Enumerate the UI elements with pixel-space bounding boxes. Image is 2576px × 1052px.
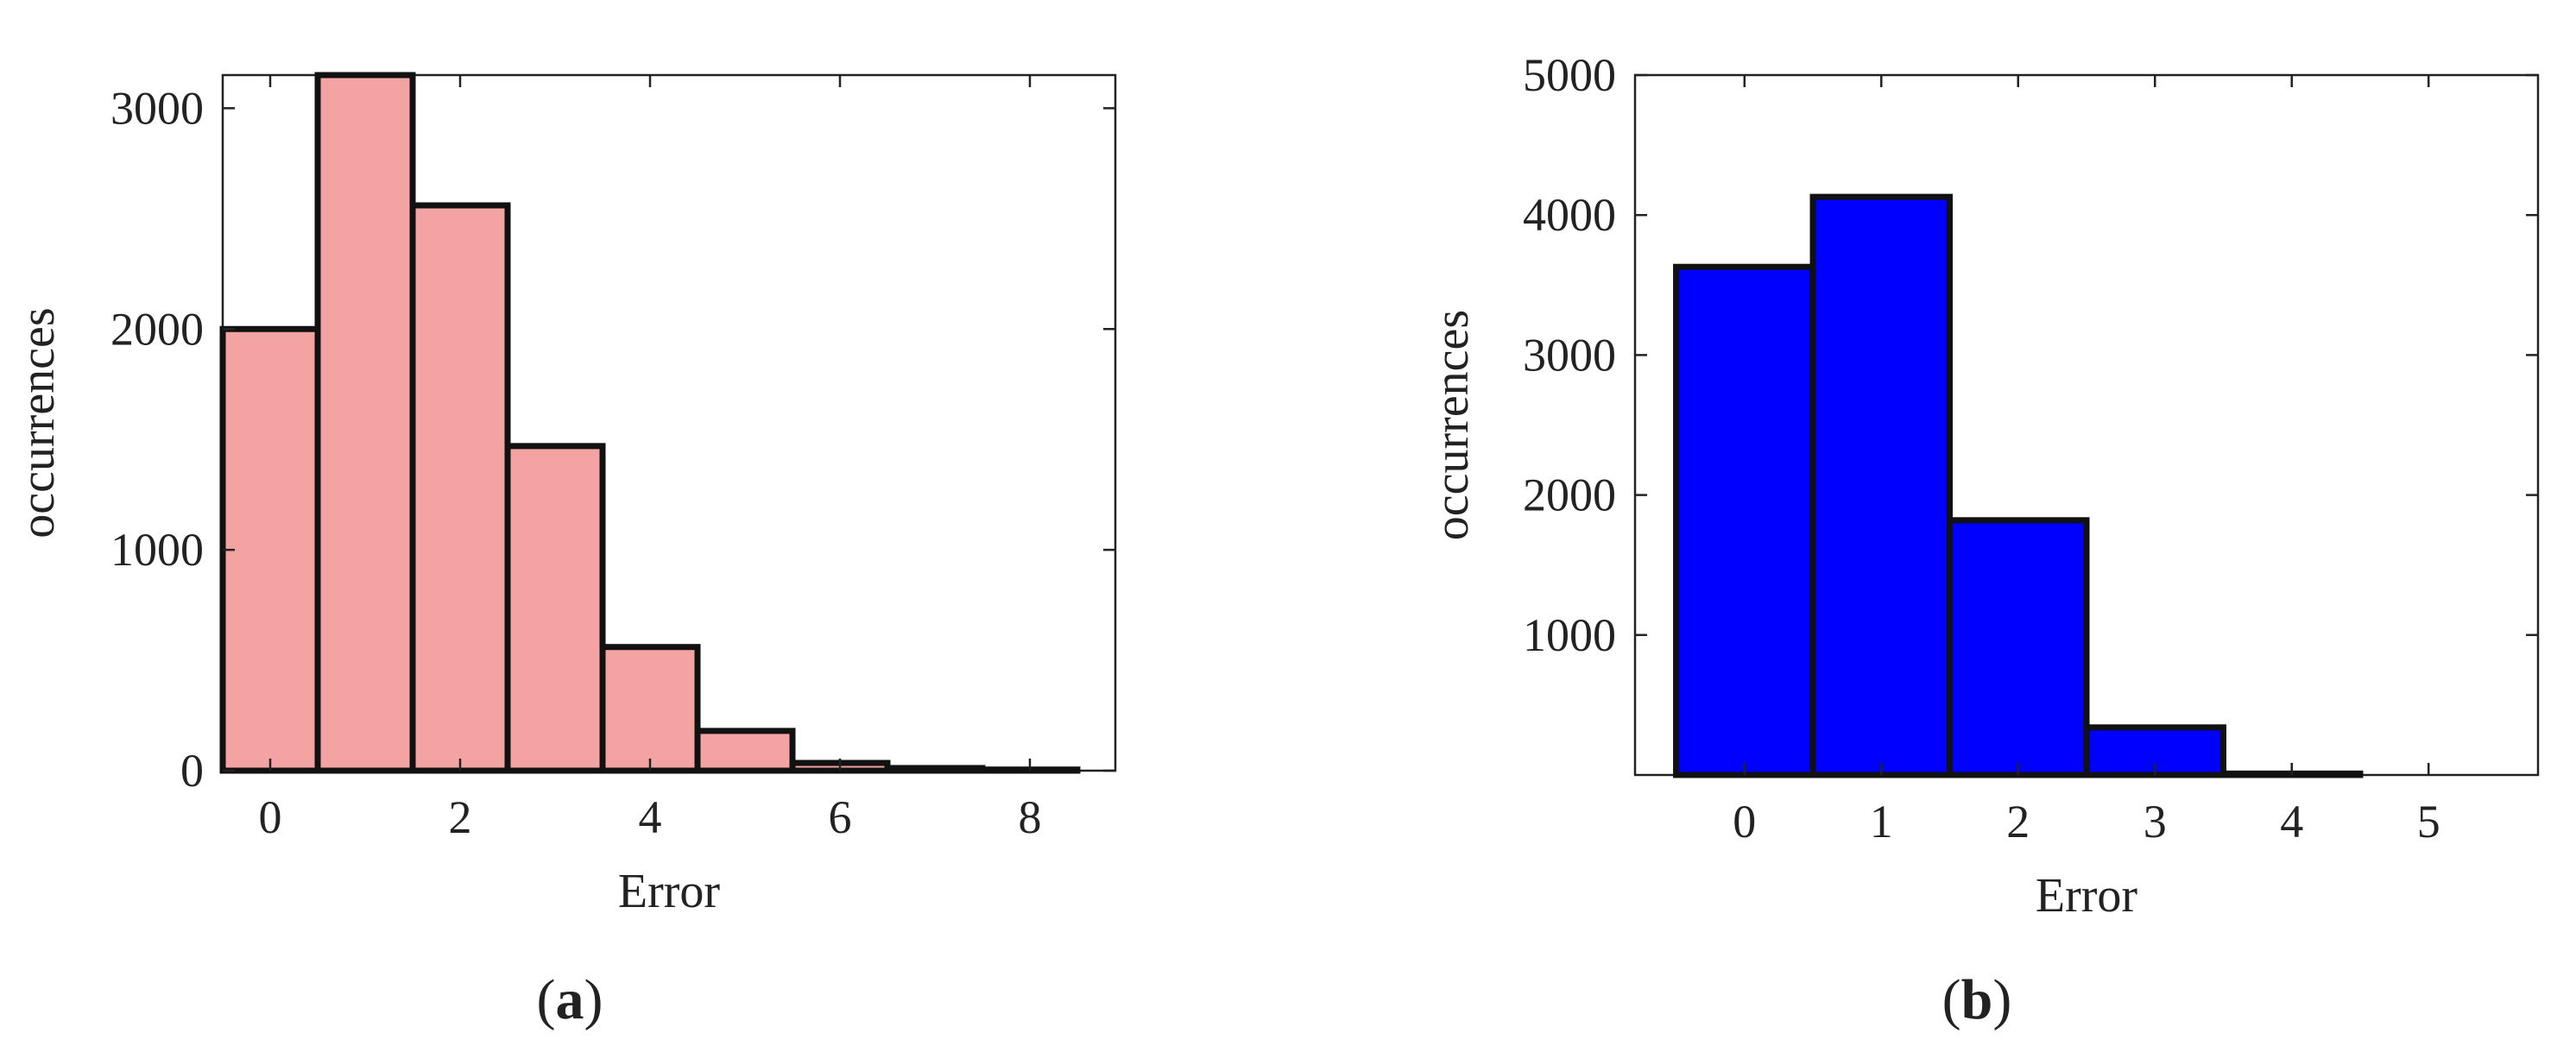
histogram-bar bbox=[1947, 517, 2090, 778]
y-tick-label: 4000 bbox=[1523, 189, 1616, 241]
x-tick-label: 6 bbox=[829, 791, 852, 843]
y-axis-label: occurrences bbox=[1425, 310, 1479, 540]
x-tick-label: 1 bbox=[1870, 796, 1893, 847]
y-tick-label: 3000 bbox=[110, 82, 204, 134]
panel-label-b: (b) bbox=[1942, 968, 2012, 1031]
histogram-chart-a: 0 2 4 6 8 0 1000 2000 3000 Error occurrences bbox=[11, 72, 1117, 918]
x-tick-label: 3 bbox=[2144, 796, 2167, 847]
panel-label-a: (a) bbox=[537, 968, 603, 1031]
histogram-bar bbox=[599, 644, 701, 774]
y-tick-label: 2000 bbox=[110, 303, 204, 355]
histogram-bar bbox=[219, 325, 321, 774]
histogram-bar bbox=[314, 72, 416, 774]
x-tick-label: 0 bbox=[1733, 796, 1756, 847]
histogram-bar bbox=[2083, 724, 2226, 778]
x-tick-label: 0 bbox=[259, 791, 282, 843]
histogram-bar bbox=[409, 202, 511, 774]
y-tick-label: 2000 bbox=[1523, 469, 1616, 521]
y-tick-label: 5000 bbox=[1523, 49, 1616, 101]
x-axis-label: Error bbox=[2036, 869, 2138, 923]
x-tick-label: 4 bbox=[639, 791, 662, 843]
x-tick-label: 2 bbox=[2006, 796, 2030, 847]
y-axis-label: occurrences bbox=[11, 307, 65, 538]
histogram-bar bbox=[504, 443, 606, 774]
x-tick-label: 8 bbox=[1019, 791, 1042, 843]
y-tick-label: 1000 bbox=[110, 524, 204, 576]
x-tick-label: 4 bbox=[2280, 796, 2303, 847]
y-tick-label: 1000 bbox=[1523, 609, 1616, 661]
histogram-bar bbox=[1809, 193, 1954, 778]
x-tick-label: 5 bbox=[2417, 796, 2440, 847]
y-tick-label: 0 bbox=[180, 745, 204, 797]
y-tick-label: 3000 bbox=[1523, 329, 1616, 381]
x-axis-label: Error bbox=[618, 865, 721, 918]
histogram-bar bbox=[1673, 263, 1816, 778]
histogram-chart-b: 0 1 2 3 4 5 1000 2000 3000 4000 5000 Error occurrenc… bbox=[1425, 49, 2540, 923]
histogram-bar bbox=[884, 765, 986, 774]
histogram-bar bbox=[694, 728, 796, 774]
x-tick-label: 2 bbox=[449, 791, 472, 843]
